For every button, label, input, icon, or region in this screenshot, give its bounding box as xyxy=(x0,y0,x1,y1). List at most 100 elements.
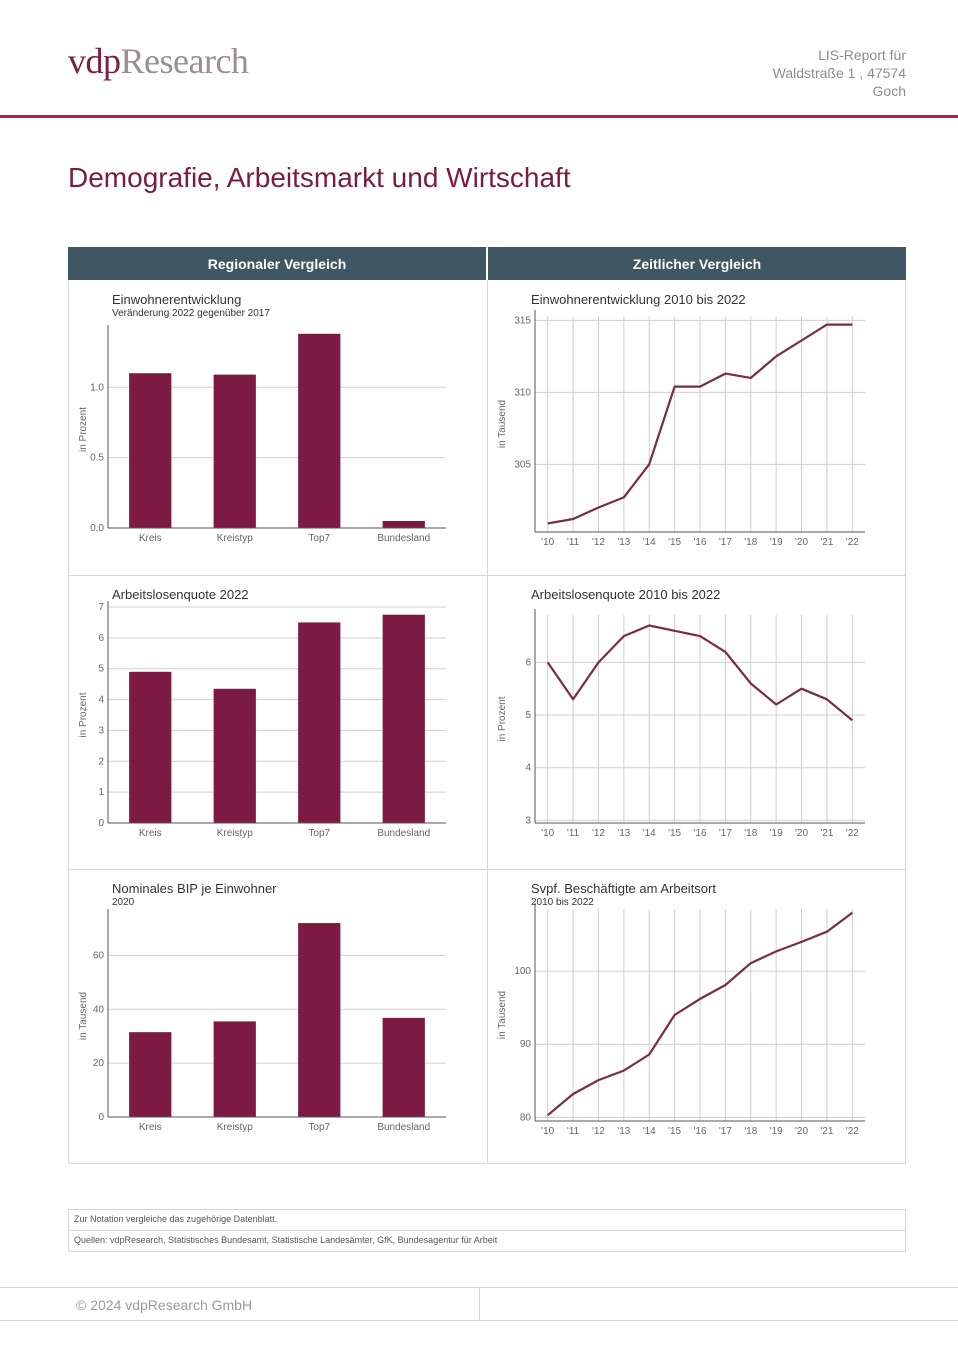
bar-kreistyp xyxy=(213,1021,256,1117)
y-tick-label: 5 xyxy=(525,710,531,721)
x-tick-label: Top7 xyxy=(308,1122,330,1133)
y-tick-label: 40 xyxy=(93,1004,105,1015)
grid-row-divider-2 xyxy=(68,869,906,870)
x-tick-label: '10 xyxy=(541,1126,554,1137)
y-tick-label: 60 xyxy=(93,950,105,961)
logo: vdpResearch xyxy=(68,40,249,82)
y-tick-label: 6 xyxy=(98,633,104,644)
x-tick-label: '11 xyxy=(567,828,580,839)
chart-subtitle: Veränderung 2022 gegenüber 2017 xyxy=(112,308,270,319)
bar-kreis xyxy=(129,1032,172,1117)
y-tick-label: 3 xyxy=(525,815,531,826)
x-tick-label: Kreistyp xyxy=(217,828,254,839)
x-tick-label: '17 xyxy=(719,537,732,548)
y-tick-label: 20 xyxy=(93,1058,105,1069)
chart-einwohner-zeitlich: Einwohnerentwicklung 2010 bis 2022 in Tau… xyxy=(497,292,865,548)
x-tick-label: '18 xyxy=(744,828,757,839)
y-tick-label: 0 xyxy=(98,818,104,829)
x-tick-label: '19 xyxy=(770,1126,783,1137)
y-tick-label: 6 xyxy=(525,657,531,668)
x-tick-label: '22 xyxy=(846,537,859,548)
y-tick-label: 2 xyxy=(98,756,104,767)
x-tick-label: '12 xyxy=(592,537,605,548)
x-tick-label: '14 xyxy=(643,828,656,839)
y-axis-label: in Prozent xyxy=(497,696,508,741)
y-tick-label: 0.0 xyxy=(90,523,104,534)
x-tick-label: Bundesland xyxy=(377,533,430,544)
y-axis-label: in Prozent xyxy=(78,692,89,737)
y-tick-label: 1 xyxy=(98,787,104,798)
x-tick-label: '20 xyxy=(795,537,808,548)
logo-brand: vdp xyxy=(68,41,121,81)
chart-title: Einwohnerentwicklung 2010 bis 2022 xyxy=(531,292,746,307)
x-tick-label: Bundesland xyxy=(377,828,430,839)
x-tick-label: '16 xyxy=(693,537,706,548)
column-header-temporal: Zeitlicher Vergleich xyxy=(488,247,906,280)
y-tick-label: 4 xyxy=(525,763,531,774)
series-line xyxy=(546,624,854,722)
notation-note: Zur Notation vergleiche das zugehörige D… xyxy=(68,1209,906,1231)
x-tick-label: '12 xyxy=(592,1126,605,1137)
x-tick-label: '18 xyxy=(744,537,757,548)
footer-divider xyxy=(479,1288,480,1320)
x-tick-label: Kreis xyxy=(139,828,162,839)
x-tick-label: Bundesland xyxy=(377,1122,430,1133)
bar-bundesland xyxy=(382,614,425,823)
y-axis-label: in Prozent xyxy=(78,407,89,452)
bar-bundesland xyxy=(382,520,425,528)
bar-top7 xyxy=(298,923,341,1117)
y-tick-label: 4 xyxy=(98,695,104,706)
y-tick-label: 80 xyxy=(520,1112,532,1123)
x-tick-label: '11 xyxy=(567,537,580,548)
x-tick-label: Kreis xyxy=(139,1122,162,1133)
x-tick-label: Kreistyp xyxy=(217,533,254,544)
y-tick-label: 305 xyxy=(514,459,531,470)
y-tick-label: 100 xyxy=(514,966,531,977)
y-tick-label: 90 xyxy=(520,1039,532,1050)
bar-kreistyp xyxy=(213,688,256,823)
footer: © 2024 vdpResearch GmbH xyxy=(0,1287,958,1321)
chart-subtitle: 2020 xyxy=(112,897,135,908)
report-line-2: Waldstraße 1 , 47574 xyxy=(772,65,906,81)
x-tick-label: '22 xyxy=(846,828,859,839)
x-tick-label: '19 xyxy=(770,537,783,548)
series-line xyxy=(547,323,853,525)
x-tick-label: '11 xyxy=(567,1126,580,1137)
x-tick-label: '15 xyxy=(668,828,681,839)
chart-title: Arbeitslosenquote 2010 bis 2022 xyxy=(531,587,720,602)
y-tick-label: 5 xyxy=(98,664,104,675)
y-axis-label: in Tausend xyxy=(497,400,508,448)
x-tick-label: '13 xyxy=(617,537,630,548)
x-tick-label: '15 xyxy=(668,1126,681,1137)
x-tick-label: Kreistyp xyxy=(217,1122,254,1133)
x-tick-label: '12 xyxy=(592,828,605,839)
x-tick-label: '16 xyxy=(693,1126,706,1137)
y-axis-label: in Tausend xyxy=(497,991,508,1039)
report-info: LIS-Report für Waldstraße 1 , 47574 Goch xyxy=(773,46,906,100)
grid-column-divider xyxy=(487,280,488,1164)
bar-top7 xyxy=(298,622,341,823)
x-tick-label: '19 xyxy=(770,828,783,839)
y-tick-label: 310 xyxy=(514,387,531,398)
footer-copyright: © 2024 vdpResearch GmbH xyxy=(76,1297,253,1313)
x-tick-label: '20 xyxy=(795,1126,808,1137)
chart-title: Svpf. Beschäftigte am Arbeitsort xyxy=(531,881,716,896)
x-tick-label: '21 xyxy=(820,1126,833,1137)
x-tick-label: '13 xyxy=(617,828,630,839)
column-header-regional: Regionaler Vergleich xyxy=(68,247,486,280)
x-tick-label: '18 xyxy=(744,1126,757,1137)
chart-title: Nominales BIP je Einwohner xyxy=(112,881,277,896)
y-tick-label: 1.0 xyxy=(90,382,104,393)
chart-arbeitslosen-zeitlich: Arbeitslosenquote 2010 bis 2022 in Prozen… xyxy=(497,587,865,839)
x-tick-label: Top7 xyxy=(308,828,330,839)
report-line-3: Goch xyxy=(872,83,906,99)
x-tick-label: '14 xyxy=(643,537,656,548)
y-axis-label: in Tausend xyxy=(78,992,89,1040)
chart-subtitle: 2010 bis 2022 xyxy=(531,897,594,908)
page-title: Demografie, Arbeitsmarkt und Wirtschaft xyxy=(68,162,571,193)
x-tick-label: Kreis xyxy=(139,533,162,544)
chart-arbeitslosen-regional: Arbeitslosenquote 2022 in Prozent 0 1 2 3 4 5 6 7… xyxy=(78,587,446,839)
